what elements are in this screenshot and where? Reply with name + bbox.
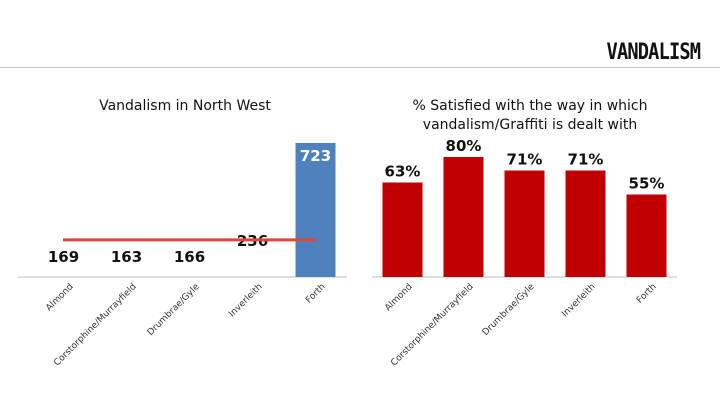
- left-category-label-3: Inverleith: [227, 282, 264, 319]
- right-value-label-4: 55%: [629, 175, 665, 193]
- right-bar-2: [504, 170, 545, 277]
- right-bar-4: [626, 194, 667, 277]
- right-category-label-0: Almond: [383, 282, 414, 313]
- right-value-label-1: 80%: [446, 137, 482, 155]
- left-category-label-2: Drumbrae/Gyle: [146, 282, 202, 338]
- left-value-label-1: 163: [111, 248, 142, 266]
- right-category-label-4: Forth: [635, 282, 659, 306]
- right-value-label-2: 71%: [507, 151, 543, 169]
- right-value-label-3: 71%: [568, 151, 604, 169]
- left-category-label-4: Forth: [304, 282, 328, 306]
- left-value-label-0: 169: [48, 248, 79, 266]
- right-category-label-2: Drumbrae/Gyle: [481, 282, 537, 338]
- right-bar-0: [382, 182, 423, 277]
- right-bar-1: [443, 157, 484, 277]
- left-chart-title: Vandalism in North West: [99, 98, 271, 114]
- header-rule: [0, 67, 720, 68]
- right-category-label-3: Inverleith: [560, 282, 597, 319]
- right-bar-3: [565, 170, 606, 277]
- right-value-label-0: 63%: [385, 163, 421, 181]
- left-category-label-0: Almond: [44, 282, 75, 313]
- left-value-label-4: 723: [300, 147, 331, 165]
- page-title: VANDALISM: [606, 40, 701, 65]
- right-chart-title: % Satisfied with the way in which vandal…: [412, 98, 648, 133]
- left-value-label-2: 166: [174, 248, 205, 266]
- left-bar-4: [295, 143, 336, 277]
